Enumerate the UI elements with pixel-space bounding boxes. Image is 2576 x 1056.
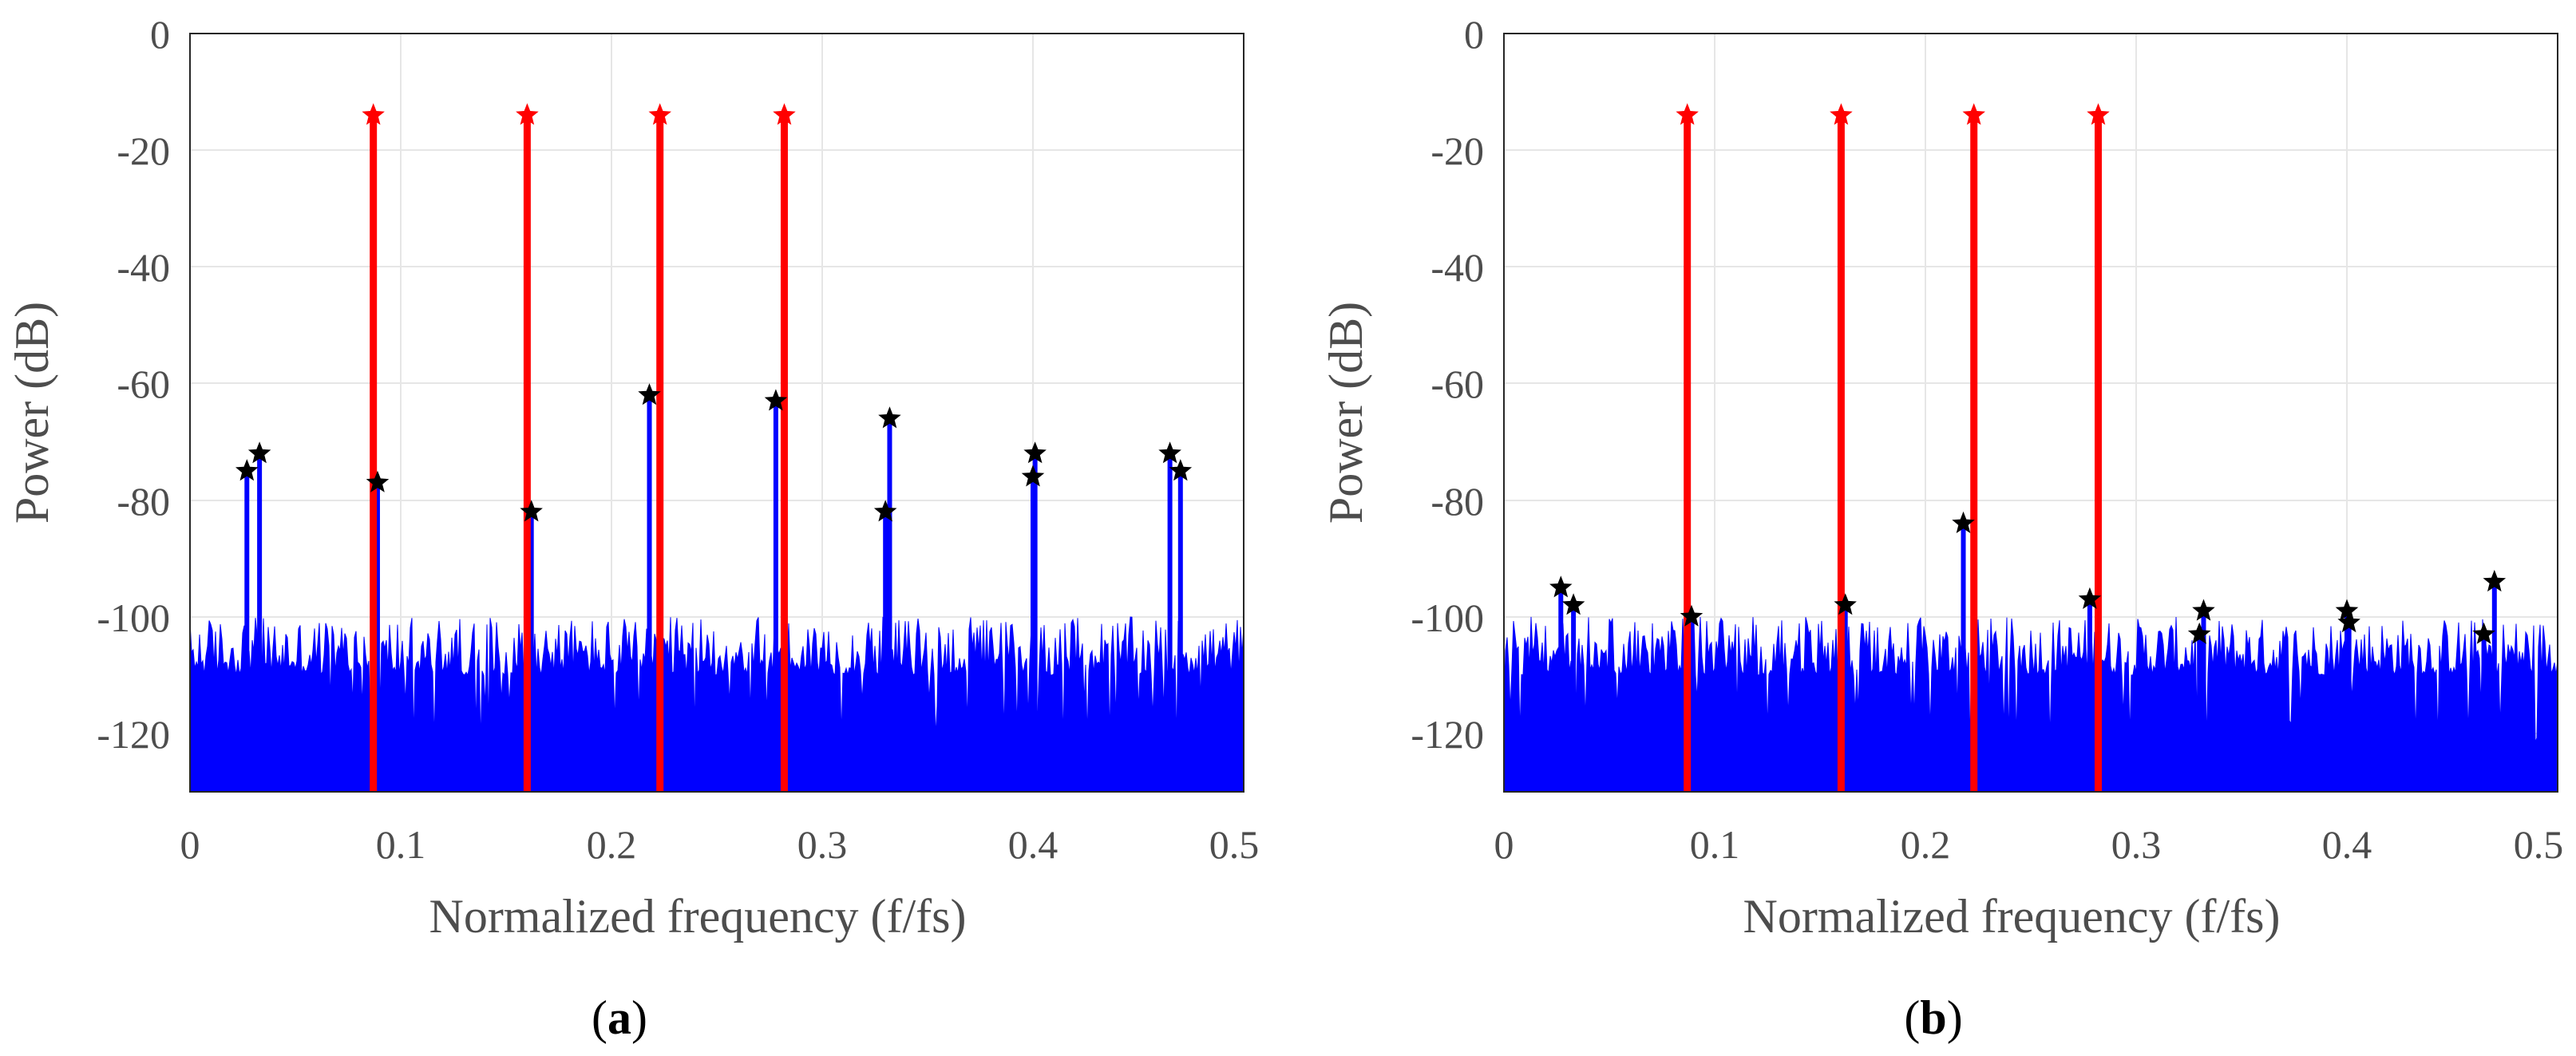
panel-a-spur-marker [878,406,901,429]
panel-a-spur-marker [1158,441,1181,464]
panel-a-xtick-label: 0.5 [1209,822,1260,867]
panel-b-noise-trace [1503,616,2558,793]
panel-b-caption-letter: b [1920,991,1946,1044]
panel-a-spur-marker [873,500,897,522]
panel-b-caption-open: ( [1904,991,1920,1044]
panel-b-xtick-label: 0.5 [2514,822,2564,867]
panel-a-spur-marker [1023,441,1047,464]
panel-a-xtick-label: 0 [180,822,200,867]
panel-b-carrier-marker [1830,103,1853,125]
panel-a-carrier-marker [773,103,796,125]
panel-a-spur-marker [520,500,543,522]
panel-a-ytick-label: 0 [150,12,170,57]
panel-b-x-axis-label: Normalized frequency (f/fs) [1743,890,2280,943]
panel-a-ytick-label: -60 [117,362,170,406]
panel-a-spur-marker [1169,459,1193,481]
panel-a-xtick-label: 0.2 [587,822,637,867]
panel-b-xtick-label: 0 [1494,822,1514,867]
panel-b-carrier-lines [1684,115,2102,792]
panel-b-ytick-label: -120 [1411,712,1484,757]
panel-b-carrier-marker [2087,103,2110,125]
panel-b-axes-box [1503,33,2558,793]
panel-b-spur-marker [2472,622,2495,644]
panel-a-spur-marker [638,383,661,405]
panel-b-spur-marker [1680,604,1703,627]
panel-a-xtick-label: 0.3 [797,822,848,867]
panel-b-caption: (b) [1904,991,1962,1044]
panel-a-spur-marker [235,459,259,481]
panel-a-spur-lines [244,395,1183,792]
panel-b-carrier-marker [1962,103,1985,125]
panel-a-noise-floor [189,616,1244,793]
panel-b-xtick-label: 0.3 [2111,822,2162,867]
panel-a-caption-close: ) [631,991,647,1044]
panel-b-carrier-marker [1676,103,1699,125]
panel-b-ytick-label: -80 [1430,479,1484,524]
panel-b-spur-marker [2335,599,2359,621]
panel-a-x-axis-label: Normalized frequency (f/fs) [429,890,966,943]
panel-a-carrier-marker [362,103,385,125]
panel-b-y-ticks: 0 -20 -40 -60 -80 -100 -120 [1411,12,1484,757]
panel-a-ytick-label: -120 [97,712,170,757]
panel-b-spur-marker [2192,599,2215,621]
panel-b-x-ticks: 0 0.1 0.2 0.3 0.4 0.5 [1494,822,2564,867]
panel-a-caption-letter: a [607,991,631,1044]
panel-b-caption-close: ) [1947,991,1963,1044]
panel-b-spur-marker [2187,622,2211,644]
panel-a-x-ticks: 0 0.1 0.2 0.3 0.4 0.5 [180,822,1260,867]
panel-a-carrier-marker [516,103,539,125]
panel-a-carrier-lines [370,115,788,792]
panel-b-noise-floor [1503,616,2558,793]
panel-b-spur-marker [2483,569,2507,592]
panel-b-spur-marker [1952,511,1975,533]
panel-a-xtick-label: 0.1 [376,822,426,867]
panel-a: 0 -20 -40 -60 -80 -100 -120 0 0.1 0.2 0.… [6,12,1259,1044]
panel-b-ytick-label: 0 [1464,12,1484,57]
panel-a-spur-marker [764,389,788,411]
panel-b: 0 -20 -40 -60 -80 -100 -120 0 0.1 0.2 0.… [1320,12,2563,1044]
panel-b-ytick-label: -40 [1430,245,1484,290]
panel-b-ytick-label: -60 [1430,362,1484,406]
panel-b-markers [1549,103,2507,644]
panel-a-ytick-label: -100 [97,595,170,640]
panel-b-xtick-label: 0.2 [1901,822,1951,867]
panel-a-ytick-label: -20 [117,129,170,173]
panel-b-spur-marker [2337,611,2360,633]
panel-b-xtick-label: 0.1 [1690,822,1740,867]
panel-b-spur-marker [1549,575,1573,598]
panel-b-ytick-label: -20 [1430,129,1484,173]
panel-a-ytick-label: -80 [117,479,170,524]
panel-a-markers [235,103,1193,522]
panel-a-spur-marker [247,441,271,464]
panel-a-ytick-label: -40 [117,245,170,290]
panel-b-spur-marker [1834,593,1857,615]
panel-a-y-axis-label: Power (dB) [6,302,58,524]
panel-a-caption-open: ( [592,991,607,1044]
panel-b-spur-marker [1561,593,1585,615]
panel-a-xtick-label: 0.4 [1008,822,1058,867]
panel-a-axes-box [189,33,1244,793]
panel-a-noise-trace [189,616,1244,793]
panel-b-spur-marker [2078,587,2102,609]
panel-a-carrier-marker [648,103,671,125]
panel-a-y-ticks: 0 -20 -40 -60 -80 -100 -120 [97,12,170,757]
panel-b-xtick-label: 0.4 [2322,822,2372,867]
panel-a-caption: (a) [592,991,647,1044]
panel-b-ytick-label: -100 [1411,595,1484,640]
panel-b-y-axis-label: Power (dB) [1320,302,1372,524]
panel-a-spur-marker [366,470,390,492]
panel-a-spur-marker [1021,465,1045,487]
